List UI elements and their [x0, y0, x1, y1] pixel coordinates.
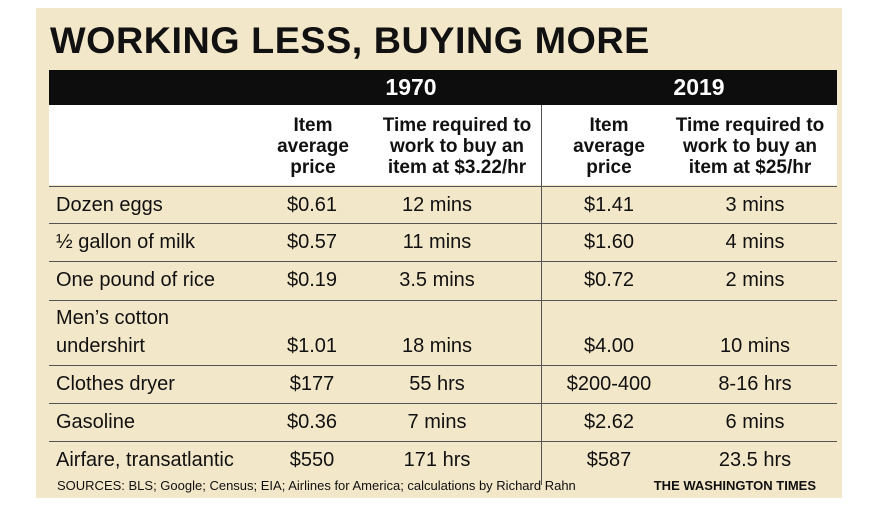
price-1970: $0.57 — [286, 231, 338, 253]
table-row: Airfare, transatlantic $550 171 hrs $587… — [49, 441, 837, 478]
price-2019: $0.72 — [583, 269, 635, 291]
time-1970: 55 hrs — [409, 373, 465, 395]
header-line: Item — [293, 115, 333, 136]
price-1970: $177 — [289, 373, 335, 395]
time-2019: 2 mins — [725, 269, 785, 291]
column-header-price-1970: Item average price — [275, 115, 351, 178]
item-name: Clothes dryer — [56, 373, 175, 395]
time-1970: 12 mins — [401, 194, 473, 216]
header-line: price — [586, 157, 632, 178]
header-line: item at $25/hr — [688, 157, 812, 178]
year-header-bar: 1970 2019 — [49, 70, 837, 105]
item-name: Dozen eggs — [56, 194, 163, 216]
header-line: work to buy an — [682, 136, 818, 157]
time-2019: 23.5 hrs — [718, 449, 792, 471]
price-2019: $1.60 — [583, 231, 635, 253]
time-1970: 171 hrs — [403, 449, 471, 471]
table-row: Men’s cotton undershirt $1.01 18 mins $4… — [49, 300, 837, 366]
item-name: Airfare, transatlantic — [56, 449, 234, 471]
item-name-line-2: undershirt — [56, 335, 145, 357]
price-2019: $4.00 — [583, 335, 635, 357]
header-line: Item — [589, 115, 629, 136]
price-1970: $0.19 — [286, 269, 338, 291]
time-1970: 11 mins — [402, 231, 472, 253]
time-2019: 6 mins — [725, 411, 785, 433]
price-2019: $1.41 — [583, 194, 635, 216]
time-2019: 8-16 hrs — [718, 373, 792, 395]
table-row: Clothes dryer $177 55 hrs $200-400 8-16 … — [49, 365, 837, 404]
item-name: One pound of rice — [56, 269, 215, 291]
header-line: work to buy an — [389, 136, 525, 157]
time-1970: 7 mins — [407, 411, 467, 433]
header-line: average — [277, 136, 349, 157]
sources-note: SOURCES: BLS; Google; Census; EIA; Airli… — [57, 478, 576, 493]
table-row: Dozen eggs $0.61 12 mins $1.41 3 mins — [49, 186, 837, 224]
time-2019: 10 mins — [719, 335, 791, 357]
header-line: average — [573, 136, 645, 157]
table-row: ½ gallon of milk $0.57 11 mins $1.60 4 m… — [49, 223, 837, 262]
column-divider — [541, 105, 542, 485]
column-header-price-2019: Item average price — [569, 115, 649, 178]
item-name: Gasoline — [56, 411, 135, 433]
item-name: Men’s cotton — [56, 307, 170, 329]
header-line: price — [290, 157, 336, 178]
price-1970: $0.61 — [286, 194, 338, 216]
header-line: Time required to — [675, 115, 825, 136]
table-row: One pound of rice $0.19 3.5 mins $0.72 2… — [49, 261, 837, 301]
column-header-row: Item average price Time required to work… — [49, 105, 837, 185]
table-row: Gasoline $0.36 7 mins $2.62 6 mins — [49, 403, 837, 442]
time-2019: 4 mins — [725, 231, 785, 253]
year-2019-label: 2019 — [673, 74, 725, 100]
price-2019: $200-400 — [566, 373, 652, 395]
time-1970: 18 mins — [401, 335, 473, 357]
infographic-card: WORKING LESS, BUYING MORE 1970 2019 Item… — [36, 8, 842, 498]
time-1970: 3.5 mins — [399, 269, 475, 291]
year-1970-label: 1970 — [385, 74, 437, 100]
item-name: ½ gallon of milk — [56, 231, 195, 253]
price-1970: $1.01 — [286, 335, 338, 357]
price-2019: $2.62 — [583, 411, 635, 433]
header-line: item at $3.22/hr — [387, 157, 527, 178]
column-header-time-1970: Time required to work to buy an item at … — [367, 115, 547, 178]
column-header-time-2019: Time required to work to buy an item at … — [665, 115, 835, 178]
page-title: WORKING LESS, BUYING MORE — [50, 20, 650, 61]
price-1970: $550 — [289, 449, 335, 471]
header-line: Time required to — [382, 115, 532, 136]
time-2019: 3 mins — [725, 194, 785, 216]
price-2019: $587 — [586, 449, 632, 471]
publisher-credit: THE WASHINGTON TIMES — [653, 478, 816, 493]
price-1970: $0.36 — [286, 411, 338, 433]
